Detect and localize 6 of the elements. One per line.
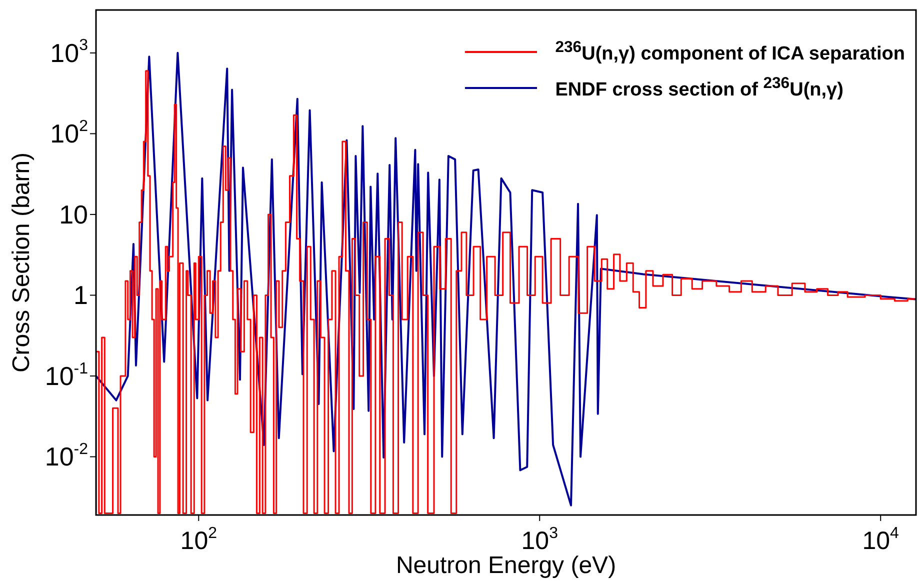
y-tick-label: 1: [74, 280, 88, 310]
x-axis-title: Neutron Energy (eV): [396, 552, 616, 580]
y-axis-title: Cross Section (barn): [8, 152, 36, 373]
legend-label: ENDF cross section of $^{236}$U(n,γ): [555, 74, 844, 102]
y-tick-label: 10: [59, 199, 88, 230]
legend-label: $^{236}$U(n,γ) component of ICA separation: [555, 38, 905, 66]
